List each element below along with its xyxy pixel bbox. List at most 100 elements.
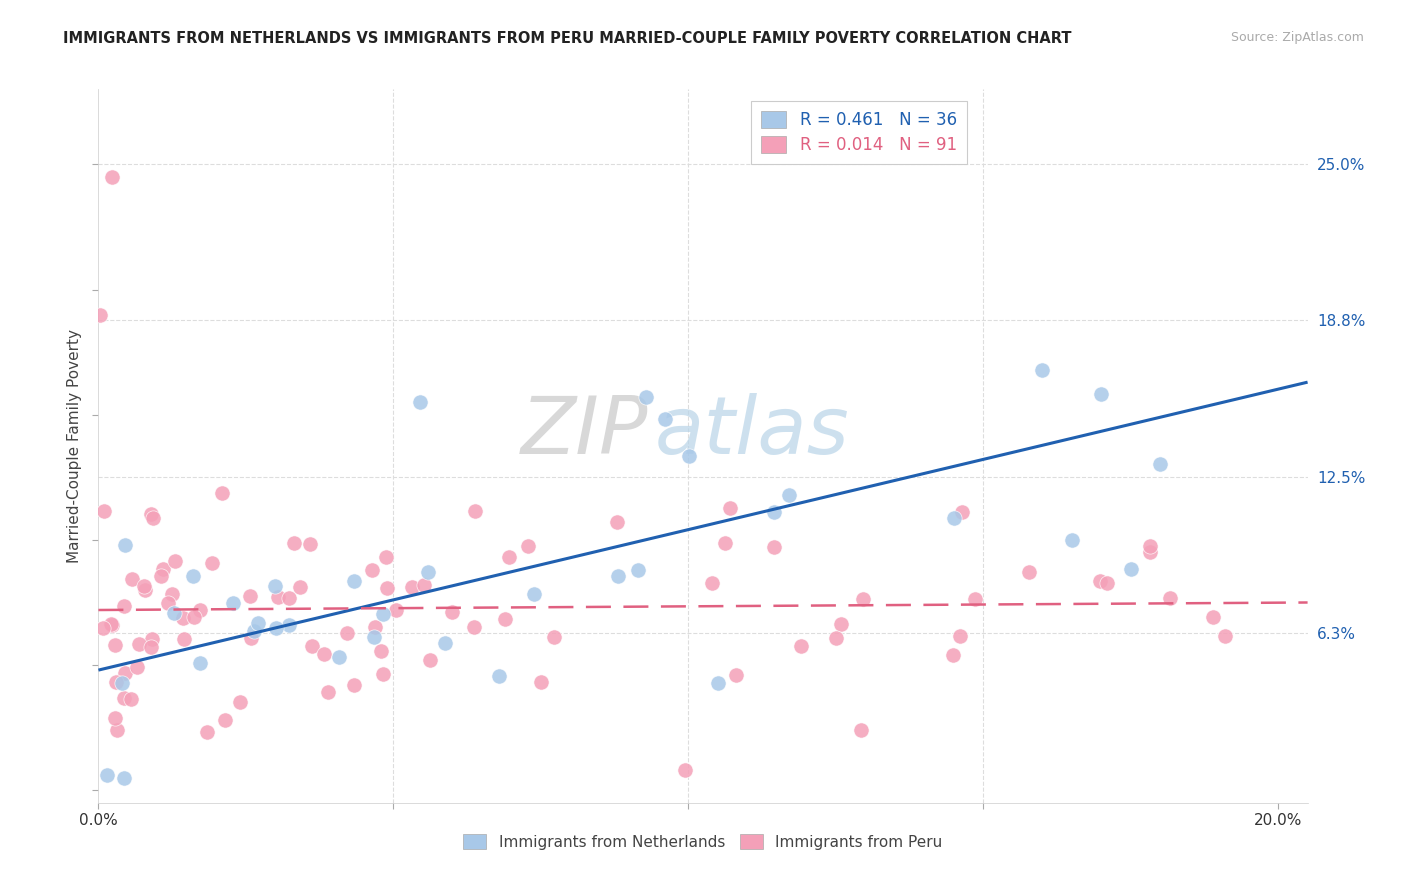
Point xyxy=(416,566,439,580)
Point xyxy=(165,554,187,568)
Point xyxy=(718,501,741,516)
Point xyxy=(240,631,263,645)
Point xyxy=(93,504,115,518)
Point xyxy=(89,308,111,322)
Point xyxy=(160,587,183,601)
Point xyxy=(96,768,118,782)
Point xyxy=(328,649,350,664)
Point xyxy=(288,580,311,594)
Point xyxy=(163,606,186,620)
Point xyxy=(433,636,456,650)
Point xyxy=(713,536,735,550)
Point xyxy=(112,771,135,785)
Point xyxy=(152,562,174,576)
Point xyxy=(384,603,406,617)
Point xyxy=(965,591,987,606)
Point xyxy=(239,589,262,603)
Point xyxy=(278,591,301,605)
Point xyxy=(242,624,264,638)
Point xyxy=(222,596,245,610)
Point xyxy=(626,563,648,577)
Point xyxy=(370,643,392,657)
Point xyxy=(111,676,134,690)
Point xyxy=(606,568,628,582)
Point xyxy=(707,676,730,690)
Point xyxy=(264,579,287,593)
Text: atlas: atlas xyxy=(655,392,849,471)
Point xyxy=(139,640,162,655)
Point xyxy=(195,725,218,739)
Point xyxy=(375,581,398,595)
Point xyxy=(516,539,538,553)
Point xyxy=(188,603,211,617)
Point xyxy=(1090,574,1112,589)
Point xyxy=(1119,562,1142,576)
Point xyxy=(950,505,973,519)
Point xyxy=(283,535,305,549)
Point xyxy=(375,549,398,564)
Point xyxy=(112,691,135,706)
Point xyxy=(673,764,696,778)
Point xyxy=(825,631,848,645)
Point xyxy=(1060,533,1083,547)
Point xyxy=(778,488,800,502)
Text: IMMIGRANTS FROM NETHERLANDS VS IMMIGRANTS FROM PERU MARRIED-COUPLE FAMILY POVERT: IMMIGRANTS FROM NETHERLANDS VS IMMIGRANT… xyxy=(63,31,1071,46)
Point xyxy=(409,395,432,409)
Point xyxy=(488,669,510,683)
Point xyxy=(678,449,700,463)
Point xyxy=(1202,609,1225,624)
Point xyxy=(100,617,122,632)
Point xyxy=(336,625,359,640)
Point xyxy=(942,648,965,662)
Point xyxy=(543,630,565,644)
Text: Source: ZipAtlas.com: Source: ZipAtlas.com xyxy=(1230,31,1364,45)
Point xyxy=(267,590,290,604)
Legend: Immigrants from Netherlands, Immigrants from Peru: Immigrants from Netherlands, Immigrants … xyxy=(457,828,949,855)
Point xyxy=(121,572,143,586)
Point xyxy=(419,653,441,667)
Point xyxy=(371,607,394,622)
Point xyxy=(1159,591,1181,605)
Y-axis label: Married-Couple Family Poverty: Married-Couple Family Poverty xyxy=(66,329,82,563)
Point xyxy=(150,568,173,582)
Point xyxy=(363,620,385,634)
Point xyxy=(654,412,676,426)
Point xyxy=(214,713,236,727)
Point xyxy=(125,659,148,673)
Point xyxy=(141,632,163,646)
Point xyxy=(949,629,972,643)
Point xyxy=(1213,629,1236,643)
Point xyxy=(494,612,516,626)
Point xyxy=(264,621,287,635)
Point xyxy=(830,617,852,632)
Point xyxy=(702,576,724,591)
Point xyxy=(301,640,323,654)
Point xyxy=(278,617,301,632)
Point xyxy=(636,390,658,404)
Point xyxy=(763,505,786,519)
Point xyxy=(343,574,366,588)
Point xyxy=(172,611,194,625)
Point xyxy=(464,504,486,518)
Point xyxy=(1149,457,1171,471)
Point xyxy=(183,609,205,624)
Point xyxy=(142,511,165,525)
Point xyxy=(103,711,125,725)
Point xyxy=(91,621,114,635)
Point xyxy=(134,582,156,597)
Point xyxy=(1031,363,1053,377)
Point xyxy=(105,675,128,690)
Point xyxy=(312,647,335,661)
Point xyxy=(156,596,179,610)
Point xyxy=(942,511,965,525)
Point xyxy=(316,684,339,698)
Point xyxy=(498,549,520,564)
Point xyxy=(104,638,127,652)
Point xyxy=(463,620,485,634)
Point xyxy=(112,599,135,613)
Point xyxy=(211,486,233,500)
Point xyxy=(114,666,136,681)
Point xyxy=(201,556,224,570)
Point xyxy=(530,675,553,690)
Point xyxy=(1090,386,1112,401)
